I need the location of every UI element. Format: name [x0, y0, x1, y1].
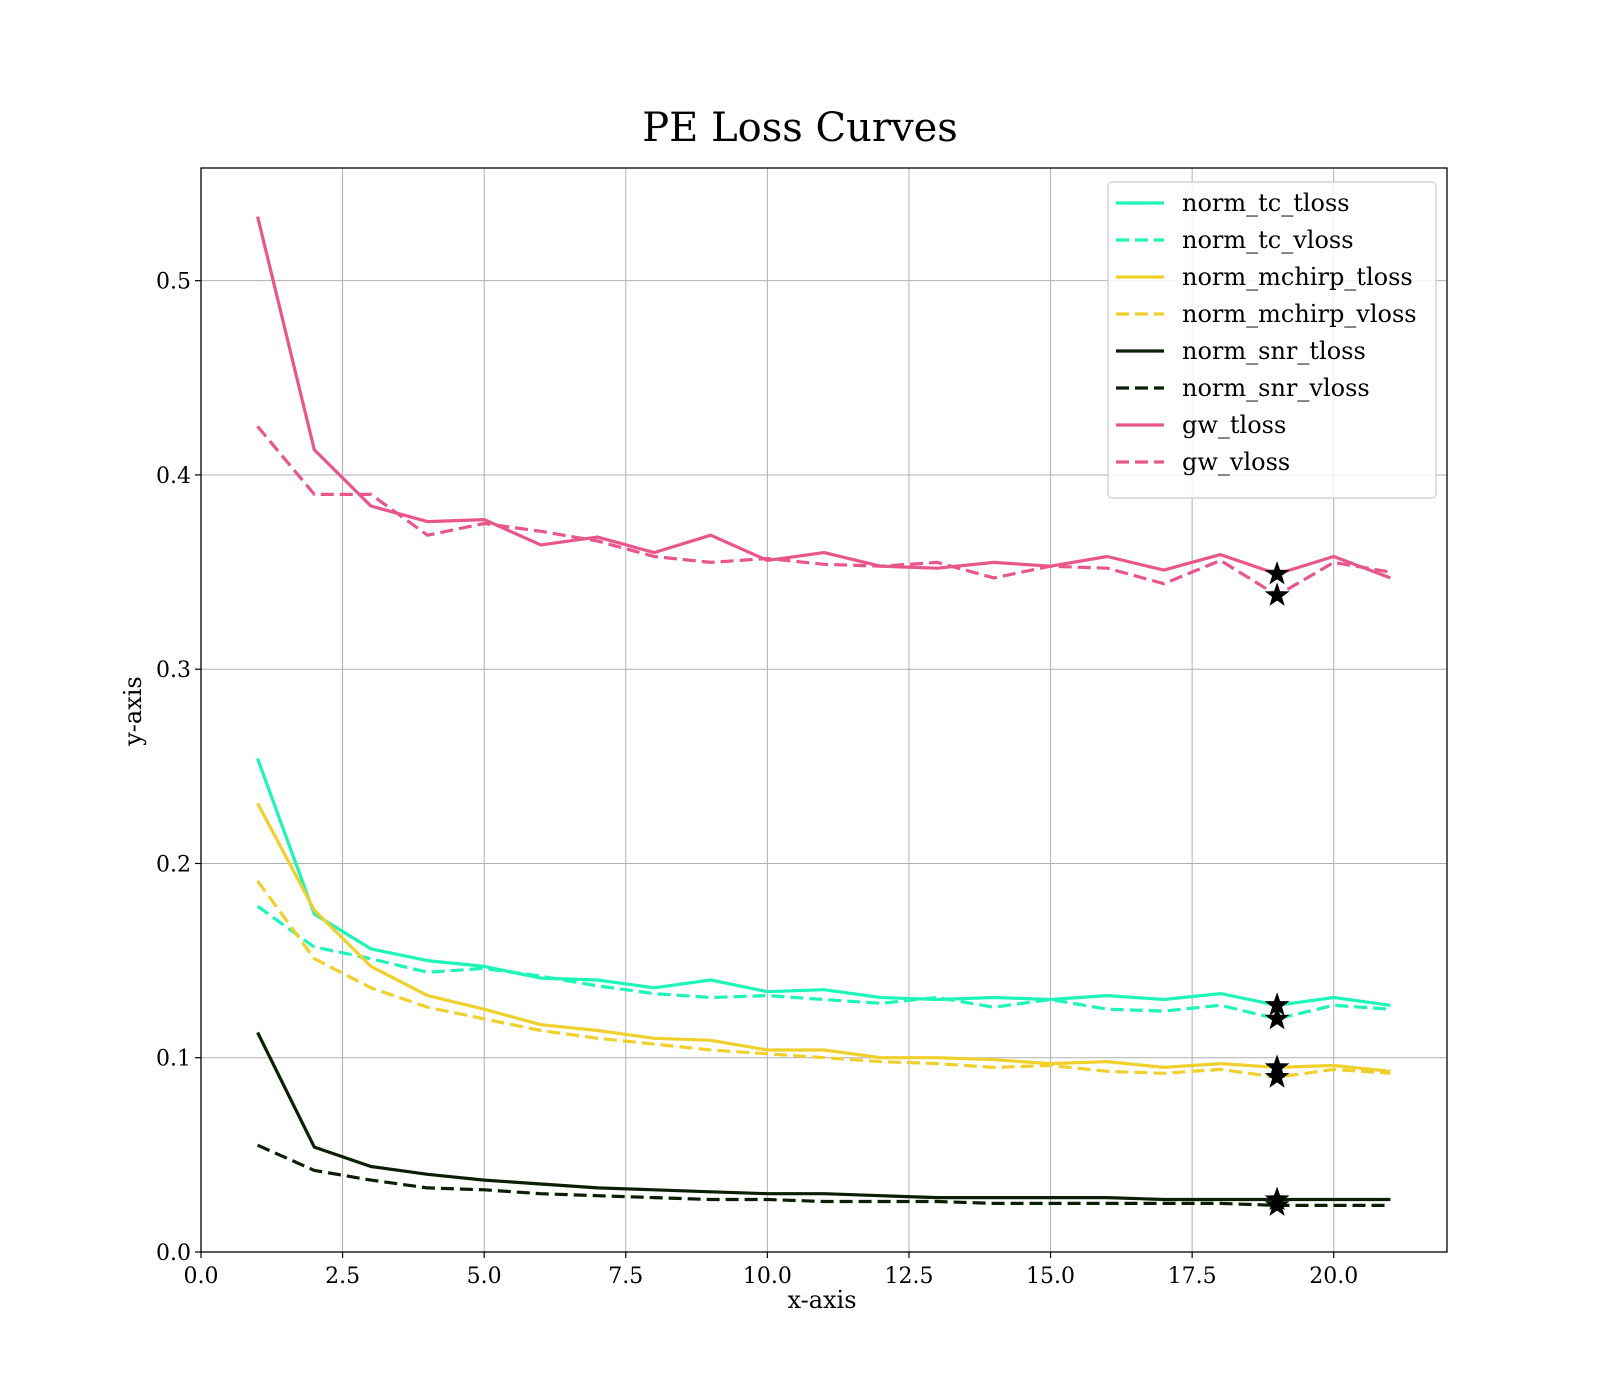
star-marker-gw_tloss — [1264, 561, 1290, 585]
best-epoch-markers — [1264, 561, 1290, 1216]
legend: norm_tc_tloss norm_tc_vloss norm_mchirp_tl… — [1107, 181, 1437, 499]
y-tick-label: 0.4 — [156, 464, 191, 489]
series-line-norm_tc_tloss — [256, 758, 1391, 1007]
y-tick-label: 0.1 — [156, 1047, 191, 1072]
star-marker-norm_mchirp_vloss — [1264, 1064, 1290, 1088]
x-tick-label: 17.5 — [1168, 1264, 1217, 1289]
series-line-norm_tc_vloss — [256, 904, 1391, 1021]
legend-label: norm_mchirp_tloss — [1182, 263, 1413, 291]
y-tick-label: 0.5 — [156, 270, 191, 295]
star-marker-norm_tc_tloss — [1264, 992, 1290, 1016]
series-line-norm_mchirp_tloss — [256, 802, 1391, 1073]
x-tick-label: 7.5 — [608, 1264, 643, 1289]
x-tick-label: 0.0 — [184, 1264, 219, 1289]
x-tick-label: 5.0 — [467, 1264, 502, 1289]
y-tick-label: 0.3 — [156, 658, 191, 683]
chart-title: PE Loss Curves — [642, 105, 958, 151]
x-axis-ticks: 0.0 2.5 5.0 7.5 10.0 12.5 15.0 17.5 20.0 — [184, 1252, 1358, 1289]
x-tick-label: 20.0 — [1309, 1264, 1358, 1289]
x-tick-label: 2.5 — [325, 1264, 360, 1289]
legend-label: gw_tloss — [1182, 411, 1286, 439]
y-axis-ticks: 0.0 0.1 0.2 0.3 0.4 0.5 — [156, 270, 201, 1266]
series-lines — [256, 216, 1391, 1208]
x-tick-label: 10.0 — [743, 1264, 792, 1289]
legend-frame — [1107, 181, 1437, 499]
legend-label: norm_tc_tloss — [1182, 189, 1350, 217]
series-line-gw_tloss — [256, 216, 1391, 580]
series-line-norm_mchirp_vloss — [256, 880, 1391, 1079]
legend-label: norm_snr_tloss — [1182, 337, 1366, 365]
star-marker-norm_snr_vloss — [1264, 1192, 1290, 1216]
legend-label: norm_snr_vloss — [1182, 374, 1370, 402]
star-marker-gw_vloss — [1264, 582, 1290, 606]
y-tick-label: 0.0 — [156, 1241, 191, 1266]
x-tick-label: 12.5 — [884, 1264, 933, 1289]
series-line-norm_snr_vloss — [256, 1143, 1391, 1208]
x-axis-label: x-axis — [787, 1286, 856, 1314]
legend-label: norm_tc_vloss — [1182, 226, 1354, 254]
series-line-norm_snr_tloss — [256, 1031, 1391, 1202]
plot-frame — [200, 167, 1448, 1253]
legend-label: gw_vloss — [1182, 448, 1290, 476]
star-marker-norm_tc_vloss — [1264, 1005, 1290, 1030]
y-tick-label: 0.2 — [156, 852, 191, 877]
series-line-gw_vloss — [256, 425, 1391, 598]
x-tick-label: 15.0 — [1026, 1264, 1075, 1289]
y-axis-label: y-axis — [119, 676, 147, 747]
legend-label: norm_mchirp_vloss — [1182, 300, 1417, 328]
